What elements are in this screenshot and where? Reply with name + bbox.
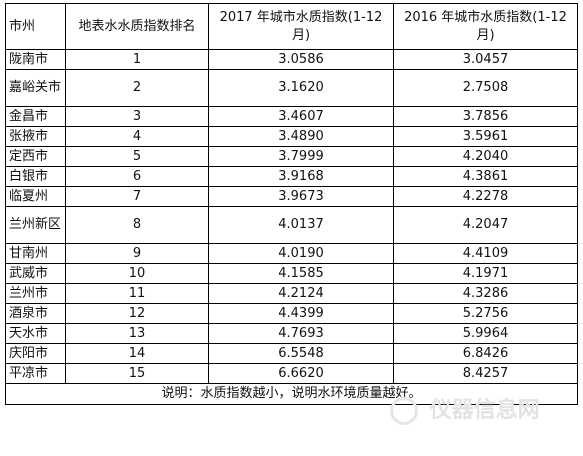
index-2017-cell: 6.5548 <box>208 343 394 364</box>
index-2016-cell: 4.1971 <box>393 263 578 284</box>
index-2016-cell: 3.7856 <box>393 106 578 127</box>
rank-cell: 11 <box>65 283 209 304</box>
city-cell: 张掖市 <box>5 126 66 147</box>
rank-cell: 15 <box>65 363 209 384</box>
city-cell: 兰州新区 <box>5 206 66 244</box>
city-cell: 平凉市 <box>5 363 66 384</box>
rank-cell: 6 <box>65 166 209 187</box>
rank-cell: 13 <box>65 323 209 344</box>
table-row: 嘉峪关市 2 3.1620 2.7508 <box>5 69 578 107</box>
index-2017-cell: 3.9673 <box>208 186 394 207</box>
table-header-row: 市州 地表水水质指数排名 2017 年城市水质指数(1-12月) 2016 年城… <box>5 3 578 50</box>
rank-cell: 3 <box>65 106 209 127</box>
header-rank: 地表水水质指数排名 <box>65 3 209 50</box>
index-2017-cell: 4.0137 <box>208 206 394 244</box>
city-cell: 酒泉市 <box>5 303 66 324</box>
index-2016-cell: 5.2756 <box>393 303 578 324</box>
city-cell: 天水市 <box>5 323 66 344</box>
table-row: 兰州市 11 4.2124 4.3286 <box>5 283 578 304</box>
city-cell: 临夏州 <box>5 186 66 207</box>
rank-cell: 14 <box>65 343 209 364</box>
table-row: 天水市 13 4.7693 5.9964 <box>5 323 578 344</box>
city-cell: 庆阳市 <box>5 343 66 364</box>
index-2017-cell: 4.2124 <box>208 283 394 304</box>
index-2016-cell: 4.3286 <box>393 283 578 304</box>
index-2017-cell: 4.0190 <box>208 243 394 264</box>
city-cell: 白银市 <box>5 166 66 187</box>
table-row: 庆阳市 14 6.5548 6.8426 <box>5 343 578 364</box>
table-row: 金昌市 3 3.4607 3.7856 <box>5 106 578 127</box>
table-row: 兰州新区 8 4.0137 4.2047 <box>5 206 578 244</box>
index-2017-cell: 3.4890 <box>208 126 394 147</box>
table-row: 张掖市 4 3.4890 3.5961 <box>5 126 578 147</box>
index-2017-cell: 3.1620 <box>208 69 394 107</box>
index-2016-cell: 3.5961 <box>393 126 578 147</box>
index-2017-cell: 6.6620 <box>208 363 394 384</box>
index-2017-cell: 3.0586 <box>208 49 394 70</box>
city-cell: 兰州市 <box>5 283 66 304</box>
header-city: 市州 <box>5 3 66 50</box>
table-row: 武威市 10 4.1585 4.1971 <box>5 263 578 284</box>
index-2016-cell: 4.4109 <box>393 243 578 264</box>
index-2016-cell: 5.9964 <box>393 323 578 344</box>
rank-cell: 7 <box>65 186 209 207</box>
city-cell: 甘南州 <box>5 243 66 264</box>
index-2016-cell: 8.4257 <box>393 363 578 384</box>
table-note: 说明：水质指数越小，说明水环境质量越好。 <box>5 383 578 405</box>
table-row: 平凉市 15 6.6620 8.4257 <box>5 363 578 384</box>
rank-cell: 12 <box>65 303 209 324</box>
index-2016-cell: 6.8426 <box>393 343 578 364</box>
rank-cell: 1 <box>65 49 209 70</box>
index-2016-cell: 3.0457 <box>393 49 578 70</box>
index-2016-cell: 4.2047 <box>393 206 578 244</box>
index-2017-cell: 4.4399 <box>208 303 394 324</box>
rank-cell: 2 <box>65 69 209 107</box>
index-2017-cell: 3.4607 <box>208 106 394 127</box>
water-quality-table: 市州 地表水水质指数排名 2017 年城市水质指数(1-12月) 2016 年城… <box>5 3 578 405</box>
header-index-2016: 2016 年城市水质指数(1-12月) <box>393 3 578 50</box>
index-2017-cell: 4.1585 <box>208 263 394 284</box>
table-row: 定西市 5 3.7999 4.2040 <box>5 146 578 167</box>
city-cell: 金昌市 <box>5 106 66 127</box>
index-2016-cell: 4.3861 <box>393 166 578 187</box>
city-cell: 嘉峪关市 <box>5 69 66 107</box>
rank-cell: 9 <box>65 243 209 264</box>
table-row: 白银市 6 3.9168 4.3861 <box>5 166 578 187</box>
rank-cell: 10 <box>65 263 209 284</box>
table-row: 甘南州 9 4.0190 4.4109 <box>5 243 578 264</box>
table-row: 临夏州 7 3.9673 4.2278 <box>5 186 578 207</box>
header-index-2017: 2017 年城市水质指数(1-12月) <box>208 3 394 50</box>
rank-cell: 8 <box>65 206 209 244</box>
water-quality-table-container: 市州 地表水水质指数排名 2017 年城市水质指数(1-12月) 2016 年城… <box>5 3 578 405</box>
table-row: 酒泉市 12 4.4399 5.2756 <box>5 303 578 324</box>
rank-cell: 5 <box>65 146 209 167</box>
rank-cell: 4 <box>65 126 209 147</box>
city-cell: 武威市 <box>5 263 66 284</box>
table-note-row: 说明：水质指数越小，说明水环境质量越好。 <box>5 383 578 405</box>
index-2017-cell: 3.7999 <box>208 146 394 167</box>
index-2016-cell: 4.2278 <box>393 186 578 207</box>
city-cell: 陇南市 <box>5 49 66 70</box>
index-2016-cell: 2.7508 <box>393 69 578 107</box>
index-2016-cell: 4.2040 <box>393 146 578 167</box>
city-cell: 定西市 <box>5 146 66 167</box>
table-row: 陇南市 1 3.0586 3.0457 <box>5 49 578 70</box>
index-2017-cell: 3.9168 <box>208 166 394 187</box>
index-2017-cell: 4.7693 <box>208 323 394 344</box>
